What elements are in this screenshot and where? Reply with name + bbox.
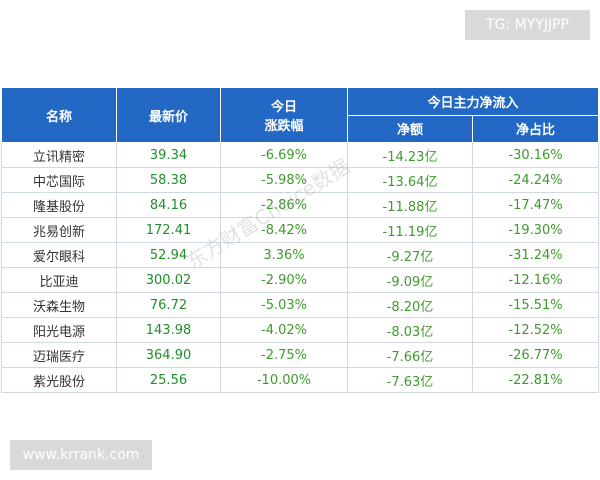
cell-change: -6.69% [220,142,348,168]
cell-price: 84.16 [116,192,221,218]
header-price: 最新价 [116,87,221,143]
cell-net-ratio: -31.24% [471,242,600,268]
main-flow-table: 名称 最新价 今日 涨跌幅 今日主力净流入 净额 净占比 立讯精密 39.34 -6… [1,87,600,393]
cell-name: 兆易创新 [1,217,117,243]
cell-net-amount: -9.09亿 [347,267,473,293]
table-row: 爱尔眼科 52.94 3.36% -9.27亿 -31.24% [1,242,600,268]
cell-price: 76.72 [116,292,221,318]
table-row: 比亚迪 300.02 -2.90% -9.09亿 -12.16% [1,267,600,293]
cell-net-amount: -9.27亿 [347,242,473,268]
table-row: 隆基股份 84.16 -2.86% -11.88亿 -17.47% [1,192,600,218]
table-row: 沃森生物 76.72 -5.03% -8.20亿 -15.51% [1,292,600,318]
cell-price: 25.56 [116,367,221,393]
cell-change: -2.90% [220,267,348,293]
cell-name: 中芯国际 [1,167,117,193]
cell-net-ratio: -12.52% [471,317,600,343]
cell-price: 300.02 [116,267,221,293]
header-inflow-group: 今日主力净流入 [346,87,600,116]
cell-net-ratio: -12.16% [471,267,600,293]
cell-net-ratio: -26.77% [471,342,600,368]
cell-name: 隆基股份 [1,192,117,218]
cell-net-amount: -8.20亿 [347,292,473,318]
table-row: 兆易创新 172.41 -8.42% -11.19亿 -19.30% [1,217,600,243]
table-row: 紫光股份 25.56 -10.00% -7.63亿 -22.81% [1,367,600,393]
cell-name: 沃森生物 [1,292,117,318]
table-row: 迈瑞医疗 364.90 -2.75% -7.66亿 -26.77% [1,342,600,368]
cell-change: -8.42% [220,217,348,243]
cell-net-amount: -14.23亿 [347,142,473,168]
cell-change: -4.02% [220,317,348,343]
cell-name: 爱尔眼科 [1,242,117,268]
cell-net-ratio: -22.81% [471,367,600,393]
header-net-ratio: 净占比 [471,114,600,143]
top-watermark-tag: TG: MYYJJPP [465,10,590,40]
table-row: 中芯国际 58.38 -5.98% -13.64亿 -24.24% [1,167,600,193]
cell-name: 阳光电源 [1,317,117,343]
table-body: 立讯精密 39.34 -6.69% -14.23亿 -30.16% 中芯国际 58.38 -5… [1,142,600,393]
header-change-line2: 涨跌幅 [264,119,304,134]
cell-name: 比亚迪 [1,267,117,293]
header-change-line1: 今日 [270,100,297,115]
cell-price: 143.98 [116,317,221,343]
cell-name: 紫光股份 [1,367,117,393]
cell-change: 3.36% [220,242,348,268]
cell-net-amount: -11.88亿 [347,192,473,218]
cell-net-amount: -7.63亿 [347,367,473,393]
bottom-watermark-tag: www.krrank.com [10,440,152,470]
main-flow-table-container: 名称 最新价 今日 涨跌幅 今日主力净流入 净额 净占比 立讯精密 39.34 -6… [1,87,600,393]
cell-change: -2.86% [220,192,348,218]
cell-change: -2.75% [220,342,348,368]
cell-change: -5.98% [220,167,348,193]
cell-change: -10.00% [220,367,348,393]
cell-net-amount: -8.03亿 [347,317,473,343]
cell-net-ratio: -30.16% [471,142,600,168]
header-change: 今日 涨跌幅 [220,87,348,143]
cell-price: 364.90 [116,342,221,368]
cell-price: 52.94 [116,242,221,268]
cell-name: 迈瑞医疗 [1,342,117,368]
cell-net-amount: -13.64亿 [347,167,473,193]
header-name: 名称 [1,87,117,143]
cell-net-ratio: -24.24% [471,167,600,193]
cell-net-ratio: -19.30% [471,217,600,243]
table-row: 阳光电源 143.98 -4.02% -8.03亿 -12.52% [1,317,600,343]
cell-price: 172.41 [116,217,221,243]
cell-price: 39.34 [116,142,221,168]
header-net-amount: 净额 [347,114,473,143]
cell-name: 立讯精密 [1,142,117,168]
cell-net-amount: -11.19亿 [347,217,473,243]
cell-price: 58.38 [116,167,221,193]
cell-net-amount: -7.66亿 [347,342,473,368]
table-row: 立讯精密 39.34 -6.69% -14.23亿 -30.16% [1,142,600,168]
cell-net-ratio: -17.47% [471,192,600,218]
cell-change: -5.03% [220,292,348,318]
cell-net-ratio: -15.51% [471,292,600,318]
